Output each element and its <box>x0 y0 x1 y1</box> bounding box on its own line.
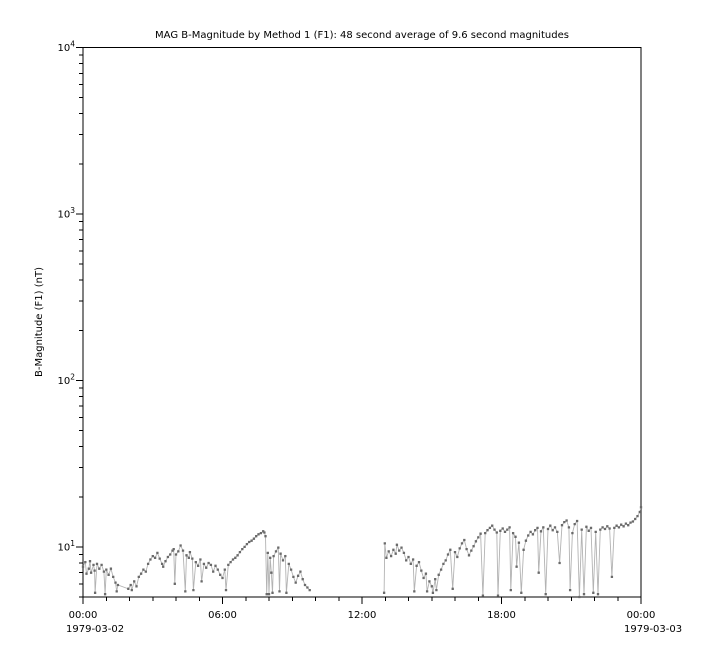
plot-frame <box>82 47 642 598</box>
x-axis-start-date-label: 1979-03-02 <box>66 624 124 635</box>
x-tick-label: 00:00 <box>627 610 656 621</box>
x-tick-label: 18:00 <box>487 610 516 621</box>
data-series <box>81 506 643 599</box>
axis-tick-labels: 101 102 103 104 00:00 06:00 12:00 18:00 00:00 <box>57 40 655 622</box>
data-point-markers <box>382 506 643 599</box>
x-tick-label: 00:00 <box>69 610 98 621</box>
data-line <box>383 507 642 598</box>
y-tick-label: 103 <box>57 206 75 221</box>
y-tick-label: 104 <box>57 40 75 55</box>
data-point-markers <box>81 530 311 596</box>
x-tick-label: 12:00 <box>348 610 377 621</box>
axis-ticks <box>76 47 642 604</box>
x-axis-end-date-label: 1979-03-03 <box>624 624 682 635</box>
chart-title: MAG B-Magnitude by Method 1 (F1): 48 sec… <box>155 30 569 41</box>
x-tick-label: 06:00 <box>208 610 237 621</box>
y-tick-label: 102 <box>57 372 75 387</box>
y-axis-label: B-Magnitude (F1) (nT) <box>34 267 45 377</box>
y-tick-label: 101 <box>57 539 75 554</box>
